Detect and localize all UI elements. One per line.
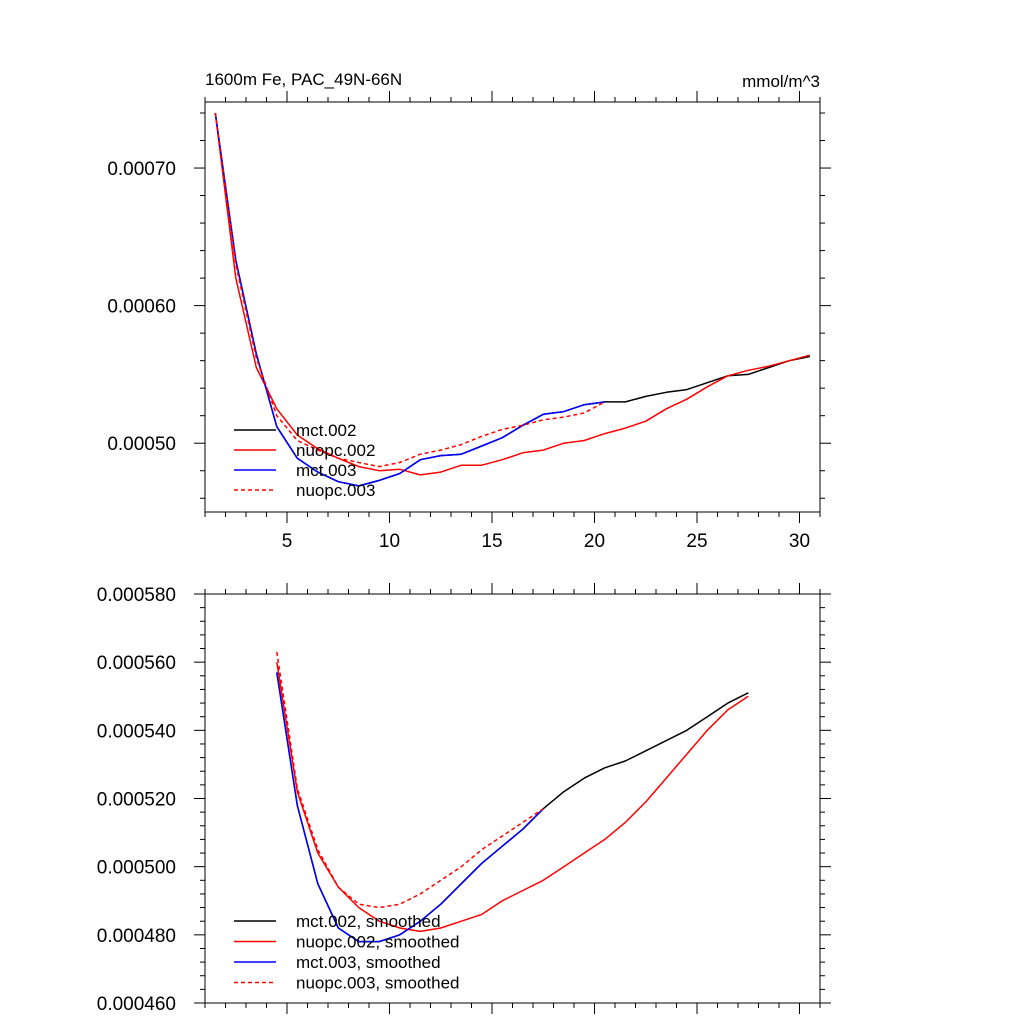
legend-label: mct.003, smoothed	[296, 953, 441, 972]
series-line-nuopc-003	[214, 112, 606, 468]
series-line-mct-003	[214, 112, 605, 487]
y-tick-label: 0.00070	[107, 159, 176, 180]
series-line-nuopc-003	[276, 651, 544, 909]
legend-label: nuopc.003, smoothed	[296, 974, 460, 993]
legend-label: nuopc.002	[296, 441, 375, 460]
y-tick-label: 0.000500	[97, 858, 176, 879]
x-tick-label: 5	[282, 531, 293, 552]
y-tick-label: 0.00050	[107, 434, 176, 455]
legend-label: nuopc.003	[296, 481, 375, 500]
top-panel-units-label: mmol/m^3	[742, 72, 820, 91]
top-panel: 1600m Fe, PAC_49N-66N mmol/m^3 5 10 15 20 25…	[107, 70, 831, 552]
series-line-nuopc-002	[214, 112, 810, 476]
legend-label: nuopc.002, smoothed	[296, 933, 460, 952]
series-line-nuopc-002	[276, 662, 749, 933]
legend-label: mct.003	[296, 461, 356, 480]
x-tick-label: 25	[686, 531, 707, 552]
series-line-mct-003	[276, 672, 544, 943]
x-tick-label: 30	[789, 531, 810, 552]
x-tick-label: 15	[481, 531, 502, 552]
y-tick-label: 0.000480	[97, 926, 176, 947]
x-tick-label: 20	[584, 531, 605, 552]
bottom-panel: 0.000460 0.000480 0.000500 0.000520 0.000540…	[97, 583, 831, 1015]
y-tick-label: 0.00060	[107, 297, 176, 318]
y-tick-label: 0.000540	[97, 721, 176, 742]
y-tick-label: 0.000460	[97, 994, 176, 1015]
y-tick-label: 0.000560	[97, 653, 176, 674]
top-panel-title: 1600m Fe, PAC_49N-66N	[205, 70, 402, 89]
x-tick-label: 10	[379, 531, 400, 552]
y-tick-label: 0.000580	[97, 585, 176, 606]
legend-label: mct.002, smoothed	[296, 912, 441, 931]
y-tick-label: 0.000520	[97, 790, 176, 811]
legend-label: mct.002	[296, 421, 356, 440]
